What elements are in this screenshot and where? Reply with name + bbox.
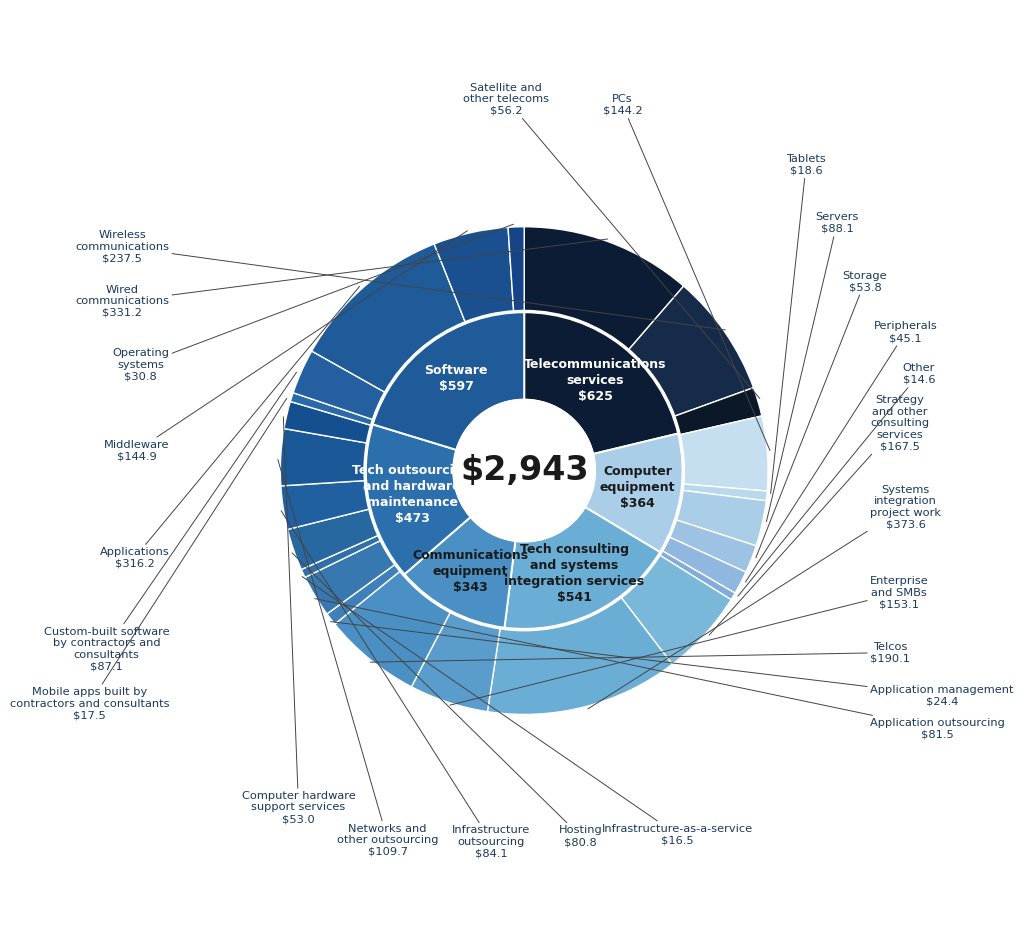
- Wedge shape: [288, 509, 378, 569]
- Wedge shape: [281, 429, 367, 486]
- Wedge shape: [284, 402, 371, 443]
- Wedge shape: [508, 227, 524, 311]
- Text: Custom-built software
by contractors and
consultants
$87.1: Custom-built software by contractors and…: [44, 373, 297, 671]
- Wedge shape: [281, 480, 369, 530]
- Wedge shape: [293, 351, 385, 419]
- Wedge shape: [524, 313, 678, 454]
- Text: $2,943: $2,943: [460, 454, 589, 487]
- Text: Servers
$88.1: Servers $88.1: [766, 212, 859, 521]
- Text: Wireless
communications
$237.5: Wireless communications $237.5: [76, 230, 725, 329]
- Text: Middleware
$144.9: Middleware $144.9: [103, 230, 467, 461]
- Wedge shape: [301, 535, 380, 578]
- Text: Networks and
other outsourcing
$109.7: Networks and other outsourcing $109.7: [278, 460, 438, 856]
- Wedge shape: [291, 393, 373, 425]
- Text: Infrastructure-as-a-service
$16.5: Infrastructure-as-a-service $16.5: [302, 577, 753, 845]
- Text: Storage
$53.8: Storage $53.8: [756, 271, 887, 558]
- Wedge shape: [434, 227, 514, 322]
- Text: Operating
systems
$30.8: Operating systems $30.8: [113, 225, 513, 382]
- Text: Telcos
$190.1: Telcos $190.1: [371, 642, 910, 664]
- Wedge shape: [524, 227, 684, 349]
- Wedge shape: [585, 433, 683, 552]
- Wedge shape: [487, 598, 673, 714]
- Text: Satellite and
other telecoms
$56.2: Satellite and other telecoms $56.2: [463, 82, 760, 399]
- Text: Infrastructure
outsourcing
$84.1: Infrastructure outsourcing $84.1: [282, 511, 530, 858]
- Wedge shape: [373, 313, 524, 450]
- Text: Strategy
and other
consulting
services
$167.5: Strategy and other consulting services $…: [710, 395, 929, 635]
- Text: Telecommunications
services
$625: Telecommunications services $625: [524, 358, 667, 403]
- Wedge shape: [670, 520, 756, 572]
- Text: Enterprise
and SMBs
$153.1: Enterprise and SMBs $153.1: [450, 576, 929, 705]
- Text: Tech outsourcing
and hardware
maintenance
$473: Tech outsourcing and hardware maintenanc…: [352, 464, 472, 525]
- Wedge shape: [663, 537, 745, 593]
- Text: Software
$597: Software $597: [424, 364, 487, 393]
- Wedge shape: [412, 612, 500, 711]
- Text: Tablets
$18.6: Tablets $18.6: [771, 154, 826, 493]
- Text: Computer hardware
support services
$53.0: Computer hardware support services $53.0: [242, 417, 355, 824]
- Wedge shape: [622, 555, 731, 665]
- Wedge shape: [404, 517, 515, 628]
- Text: PCs
$144.2: PCs $144.2: [603, 95, 770, 450]
- Wedge shape: [505, 507, 659, 629]
- Text: Other
$14.6: Other $14.6: [738, 363, 935, 596]
- Text: Systems
integration
project work
$373.6: Systems integration project work $373.6: [588, 485, 941, 709]
- Wedge shape: [629, 286, 754, 417]
- Text: Peripherals
$45.1: Peripherals $45.1: [745, 321, 937, 582]
- Wedge shape: [311, 244, 465, 392]
- Text: Tech consulting
and systems
integration services
$541: Tech consulting and systems integration …: [504, 543, 644, 605]
- Wedge shape: [660, 551, 735, 600]
- Wedge shape: [305, 541, 394, 614]
- Text: Communications
equipment
$343: Communications equipment $343: [412, 549, 528, 594]
- Wedge shape: [680, 416, 768, 491]
- Wedge shape: [335, 571, 451, 687]
- Wedge shape: [675, 388, 762, 434]
- Text: Application management
$24.4: Application management $24.4: [331, 622, 1014, 707]
- Wedge shape: [366, 424, 471, 574]
- Text: Hosting
$80.8: Hosting $80.8: [292, 553, 602, 847]
- Text: Computer
equipment
$364: Computer equipment $364: [600, 465, 675, 510]
- Text: Mobile apps built by
contractors and consultants
$17.5: Mobile apps built by contractors and con…: [10, 399, 287, 720]
- Text: Wired
communications
$331.2: Wired communications $331.2: [76, 239, 608, 318]
- Wedge shape: [677, 490, 766, 546]
- Text: Applications
$316.2: Applications $316.2: [99, 286, 359, 569]
- Text: Application outsourcing
$81.5: Application outsourcing $81.5: [314, 598, 1005, 739]
- Wedge shape: [683, 484, 767, 501]
- Circle shape: [454, 400, 595, 542]
- Wedge shape: [327, 564, 399, 624]
